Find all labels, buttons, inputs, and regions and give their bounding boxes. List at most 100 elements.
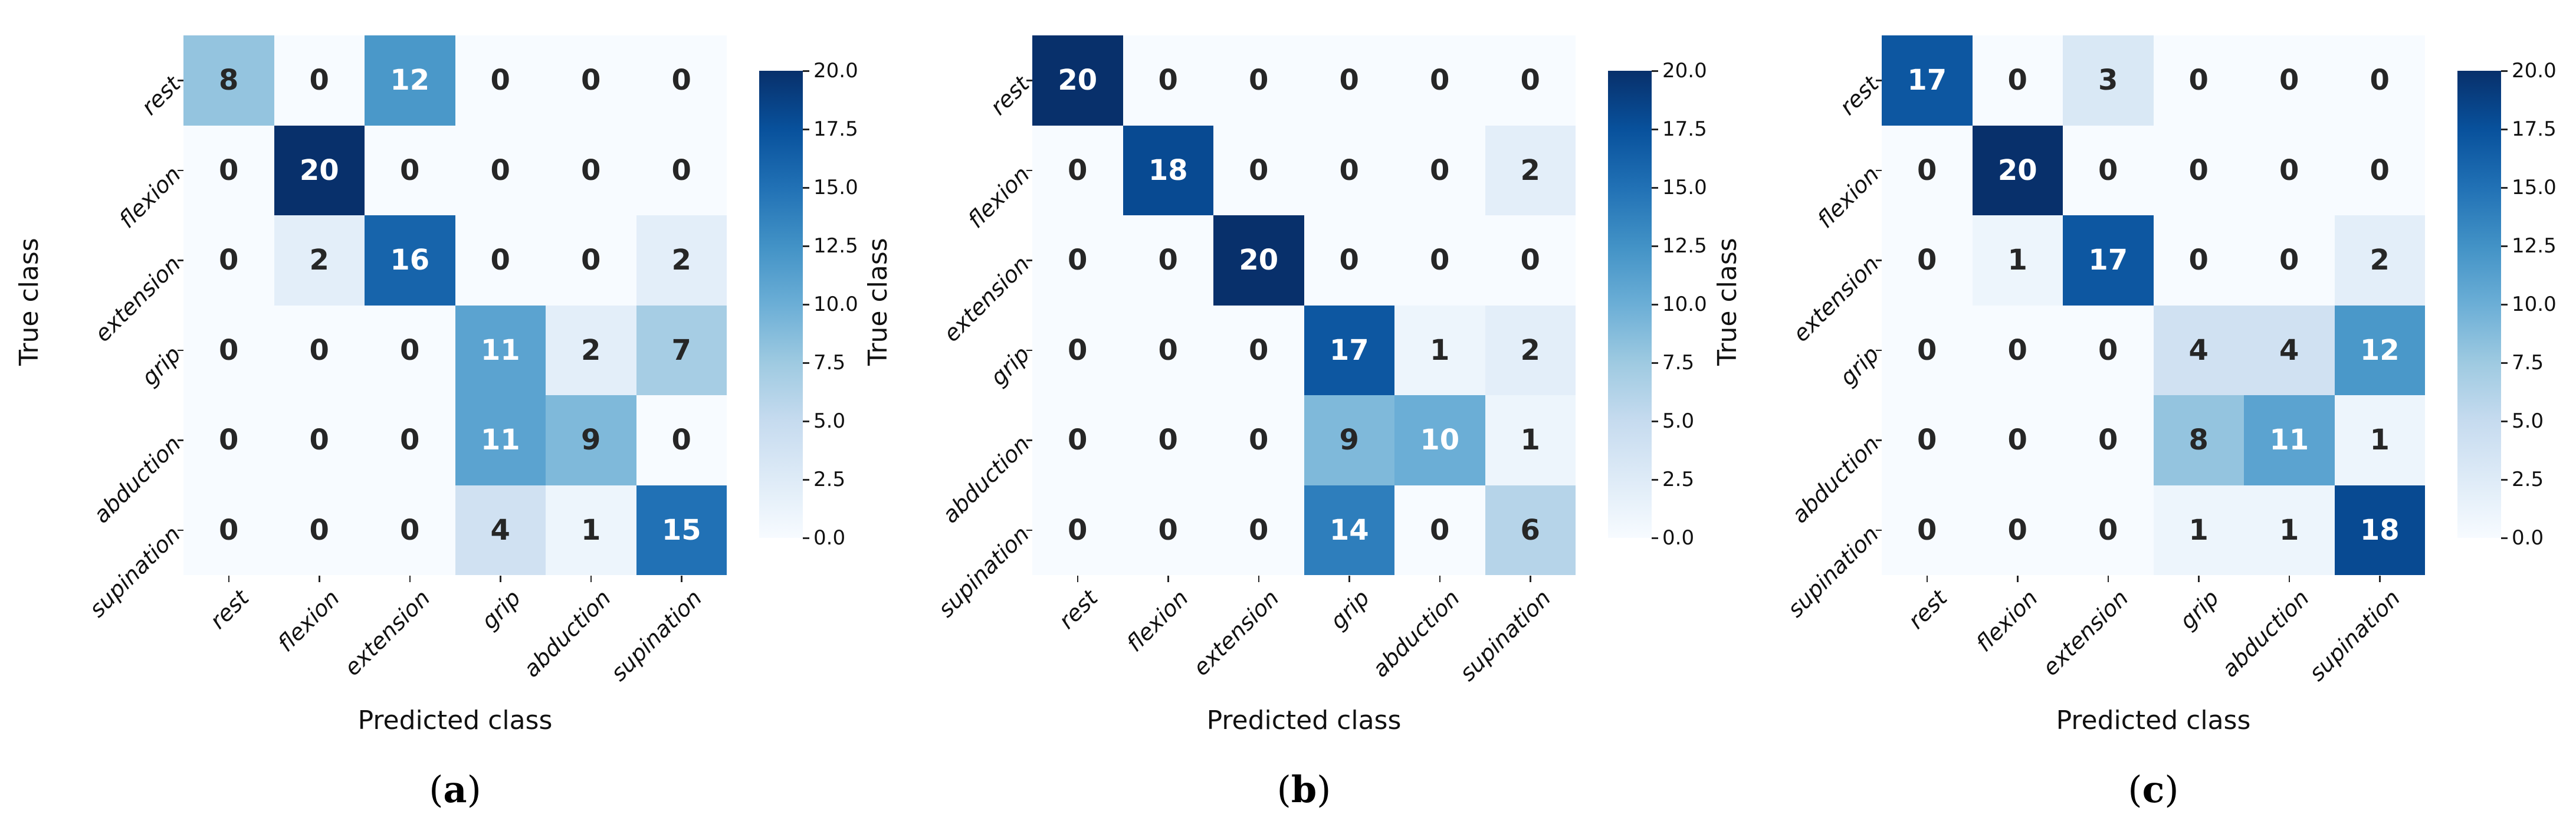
tick-mark (1652, 187, 1658, 189)
colorbar-tick-label: 10.0 (2512, 293, 2557, 316)
colorbar-tick-label: 2.5 (2512, 468, 2544, 491)
colorbar-tick-label: 0.0 (2512, 526, 2544, 550)
x-axis-label: Predicted class (1206, 705, 1402, 736)
colorbar-tick-label: 17.5 (1662, 117, 1707, 141)
x-tick-label: supination (1454, 585, 1556, 687)
y-tick-label: extension (1787, 251, 1884, 347)
heatmap-cell: 0 (455, 125, 546, 215)
heatmap-cell: 14 (1304, 485, 1394, 575)
tick-mark (2501, 245, 2508, 247)
caption-paren-open: ( (2128, 768, 2142, 811)
y-tick-label: supination (1782, 521, 1884, 622)
heatmap-cell: 0 (2244, 125, 2335, 215)
heatmap-cell: 0 (183, 485, 274, 575)
heatmap-cell: 0 (1882, 215, 1973, 306)
colorbar-tick-label: 2.5 (813, 468, 846, 491)
heatmap-cell: 0 (1123, 215, 1213, 306)
x-axis-label: Predicted class (357, 705, 553, 736)
colorbar-tick-label: 10.0 (813, 293, 858, 316)
heatmap-cell: 3 (2063, 35, 2154, 126)
y-tick-label: grip (985, 341, 1035, 390)
y-tick-label: grip (1834, 341, 1884, 390)
caption-letter: a (443, 768, 467, 811)
x-tick-label: flexion (1971, 585, 2043, 657)
heatmap-cell: 4 (2244, 305, 2335, 395)
colorbar-tick-label: 20.0 (2512, 59, 2557, 83)
y-tick-label: grip (136, 341, 186, 390)
y-axis-label: True class (14, 238, 44, 366)
heatmap-cell: 11 (455, 395, 546, 485)
heatmap-cell: 0 (1213, 35, 1304, 126)
heatmap-cell: 16 (365, 215, 455, 306)
heatmap-cell: 0 (1032, 485, 1123, 575)
tick-mark (1652, 537, 1658, 539)
caption-paren-open: ( (429, 768, 444, 811)
heatmap-cell: 0 (1394, 485, 1485, 575)
y-tick-label: extension (938, 251, 1035, 347)
tick-mark (2107, 576, 2109, 582)
panel-c: True class 17 0 3 0 0 0 0 20 0 0 0 0 0 1 17 0 0 2 0 0 0 4 4 12 0… (1698, 0, 2576, 834)
tick-mark (178, 169, 183, 172)
heatmap-cell: 0 (2063, 395, 2154, 485)
heatmap-cell: 0 (1304, 215, 1394, 306)
x-tick-label: extension (1187, 585, 1284, 681)
heatmap-cell: 12 (365, 35, 455, 126)
colorbar-tick-label: 10.0 (1662, 293, 1707, 316)
heatmap-cell: 20 (274, 125, 365, 215)
x-tick-label: flexion (1121, 585, 1193, 657)
heatmap-cell: 0 (365, 395, 455, 485)
confusion-matrix-grid: 17 0 3 0 0 0 0 20 0 0 0 0 0 1 17 0 0 2 0 0 0 4 4 12 0 0 0 8 11 1 0 0 0 1 1… (1882, 35, 2425, 575)
heatmap-cell: 0 (2063, 125, 2154, 215)
colorbar-gradient (759, 71, 803, 538)
heatmap-cell: 0 (1972, 395, 2063, 485)
heatmap-cell: 8 (183, 35, 274, 126)
tick-mark (319, 576, 320, 582)
x-tick-label: rest (1054, 585, 1103, 634)
heatmap-cell: 0 (1485, 35, 1576, 126)
y-tick-label: rest (1835, 71, 1884, 120)
tick-mark (1876, 349, 1882, 352)
tick-mark (1652, 129, 1658, 130)
heatmap-cell: 17 (1882, 35, 1973, 126)
tick-mark (2501, 421, 2508, 422)
heatmap-cell: 0 (1123, 395, 1213, 485)
y-tick-label: abduction (88, 431, 186, 528)
heatmap-cell: 20 (1972, 125, 2063, 215)
colorbar-tick-label: 17.5 (813, 117, 858, 141)
tick-mark (1876, 260, 1882, 261)
x-tick-label: abduction (2217, 585, 2315, 682)
heatmap-cell: 0 (455, 215, 546, 306)
heatmap-cell: 0 (274, 35, 365, 126)
tick-mark (178, 80, 183, 81)
heatmap-cell: 0 (274, 485, 365, 575)
heatmap-cell: 2 (2334, 215, 2425, 306)
colorbar-tick-label: 20.0 (813, 59, 858, 83)
tick-mark (1652, 304, 1658, 306)
heatmap-cell: 0 (1123, 485, 1213, 575)
heatmap-cell: 2 (636, 215, 727, 306)
heatmap-cell: 2 (546, 305, 636, 395)
x-tick-label: abduction (519, 585, 616, 682)
tick-mark (1652, 362, 1658, 364)
x-tick-label: grip (1325, 585, 1374, 635)
tick-mark (1077, 576, 1079, 582)
heatmap-cell: 0 (1882, 305, 1973, 395)
tick-mark (178, 529, 183, 531)
heatmap-cell: 0 (546, 215, 636, 306)
tick-mark (1652, 245, 1658, 247)
heatmap-cell: 1 (2153, 485, 2244, 575)
tick-mark (803, 537, 809, 539)
heatmap-cell: 0 (365, 125, 455, 215)
heatmap-cell: 0 (1123, 305, 1213, 395)
heatmap-cell: 0 (1882, 125, 1973, 215)
heatmap-cell: 0 (2153, 35, 2244, 126)
y-tick-label: rest (136, 71, 186, 120)
tick-mark (409, 576, 411, 582)
tick-mark (1439, 576, 1441, 582)
tick-mark (803, 70, 809, 72)
colorbar-gradient (2457, 71, 2501, 538)
tick-mark (1026, 260, 1032, 261)
heatmap-cell: 0 (1485, 215, 1576, 306)
colorbar-tick-label: 0.0 (813, 526, 846, 550)
caption-paren-close: ) (2164, 768, 2179, 811)
